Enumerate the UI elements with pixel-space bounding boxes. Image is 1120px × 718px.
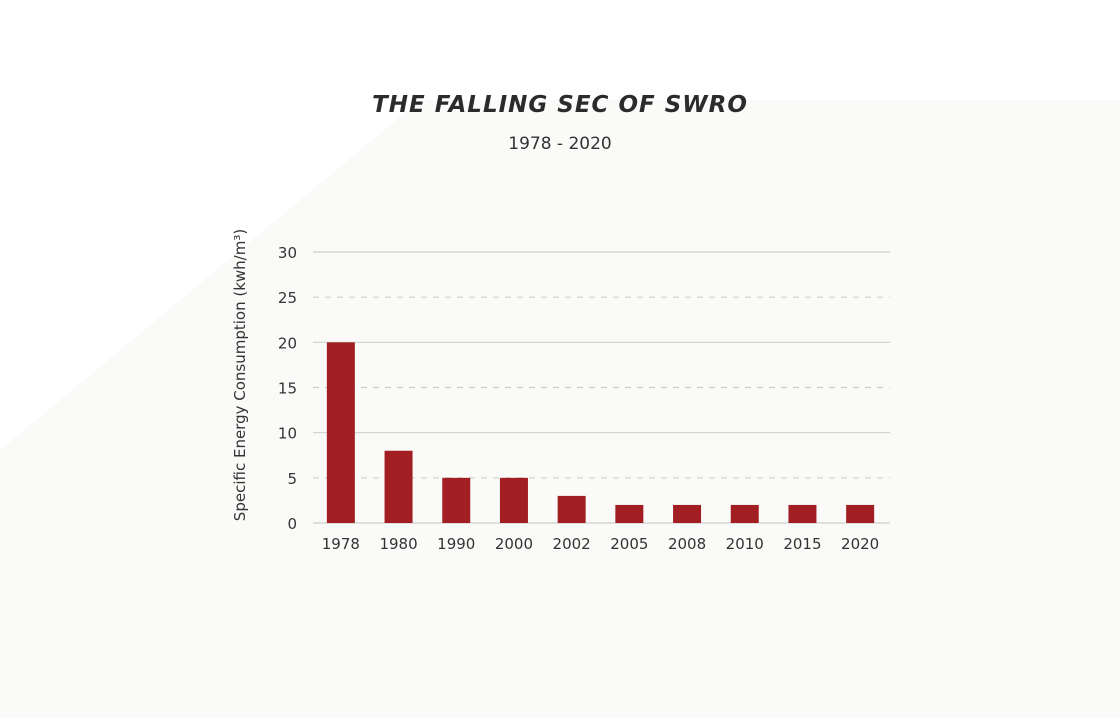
bar-2015 — [788, 504, 817, 523]
bar-2010 — [730, 504, 759, 523]
y-tick-label: 25 — [278, 289, 297, 307]
y-axis-label: Specific Energy Consumption (kwh/m³) — [231, 229, 249, 521]
bar-1990 — [442, 477, 471, 523]
y-tick-label: 20 — [278, 334, 297, 352]
x-tick-label: 1978 — [322, 535, 360, 553]
x-tick-label: 1990 — [437, 535, 475, 553]
chart-title: THE FALLING SEC OF SWRO — [372, 92, 748, 118]
bar-2008 — [673, 504, 702, 523]
bar-2000 — [499, 477, 528, 523]
y-tick-label: 15 — [278, 380, 297, 398]
x-tick-label: 2008 — [668, 535, 706, 553]
bar-1980 — [384, 450, 413, 523]
x-tick-label: 2002 — [553, 535, 591, 553]
chart-subtitle: 1978 - 2020 — [508, 134, 612, 154]
x-tick-label: 2010 — [726, 535, 764, 553]
y-axis-ticks: 0 5 10 15 20 25 30 — [278, 244, 297, 533]
bar-1978 — [326, 342, 355, 523]
y-tick-label: 10 — [278, 425, 297, 443]
bar-2005 — [615, 504, 644, 523]
x-axis-ticks: 1978 1980 1990 2000 2002 2005 2008 2010 2015 2020 — [322, 535, 879, 553]
x-tick-label: 2000 — [495, 535, 533, 553]
bars — [326, 342, 875, 523]
grid-lines — [313, 251, 890, 524]
y-tick-label: 0 — [287, 515, 297, 533]
x-tick-label: 2015 — [783, 535, 821, 553]
bar-2020 — [846, 504, 875, 523]
x-tick-label: 1980 — [379, 535, 417, 553]
y-tick-label: 5 — [287, 470, 297, 488]
x-tick-label: 2020 — [841, 535, 879, 553]
y-tick-label: 30 — [278, 244, 297, 262]
x-tick-label: 2005 — [610, 535, 648, 553]
bar-2002 — [557, 495, 586, 523]
